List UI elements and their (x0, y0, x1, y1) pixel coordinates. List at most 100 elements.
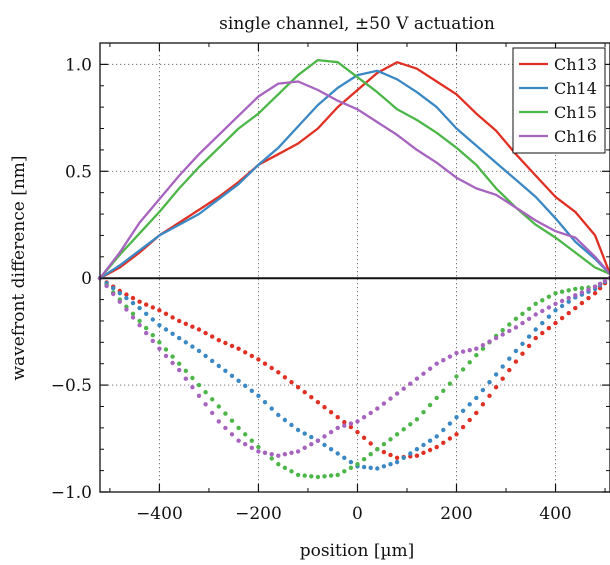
data-point (395, 391, 399, 395)
data-point (507, 368, 511, 372)
data-point (586, 287, 590, 291)
data-point (441, 389, 445, 393)
data-point (553, 321, 557, 325)
data-point (454, 374, 458, 378)
tick-labels: −400 −200 0 200 4001.00.50−0.5−1.0 (51, 55, 572, 524)
legend: Ch13 Ch14 Ch15 Ch16 (513, 48, 605, 153)
data-point (223, 369, 227, 373)
data-point (177, 319, 181, 323)
data-point (164, 354, 168, 358)
data-point (468, 348, 472, 352)
data-point (151, 305, 155, 309)
data-point (309, 395, 313, 399)
data-point (283, 466, 287, 470)
data-point (243, 350, 247, 354)
data-point (598, 282, 602, 286)
data-point (382, 450, 386, 454)
data-point (514, 349, 518, 353)
data-point (190, 376, 194, 380)
data-point (256, 357, 260, 361)
data-point (388, 437, 392, 441)
data-point (250, 446, 254, 450)
data-point (309, 435, 313, 439)
data-point (322, 443, 326, 447)
data-point (283, 375, 287, 379)
data-point (435, 445, 439, 449)
data-point (223, 411, 227, 415)
data-point (520, 321, 524, 325)
data-point (415, 377, 419, 381)
data-point (355, 419, 359, 423)
data-point (382, 401, 386, 405)
data-point (481, 402, 485, 406)
data-point (454, 432, 458, 436)
data-point (349, 466, 353, 470)
y-axis-label: wavefront difference [nm] (9, 155, 29, 380)
data-point (137, 300, 141, 304)
data-point (586, 296, 590, 300)
data-point (276, 454, 280, 458)
data-point (580, 286, 584, 290)
data-point (190, 385, 194, 389)
data-point (501, 377, 505, 381)
data-point (322, 434, 326, 438)
data-point (111, 292, 115, 296)
data-point (468, 360, 472, 364)
data-point (197, 394, 201, 398)
series-dotted-7 (98, 276, 610, 458)
data-point (177, 362, 181, 366)
data-point (514, 317, 518, 321)
data-point (388, 396, 392, 400)
data-point (421, 451, 425, 455)
data-point (553, 291, 557, 295)
data-point (487, 380, 491, 384)
data-point (296, 385, 300, 389)
data-point (256, 445, 260, 449)
data-point (230, 344, 234, 348)
data-point (527, 317, 531, 321)
data-point (137, 323, 141, 327)
data-point (104, 284, 108, 288)
data-point (296, 428, 300, 432)
data-point (236, 379, 240, 383)
data-point (435, 362, 439, 366)
data-point (481, 343, 485, 347)
data-point (223, 341, 227, 345)
data-point (250, 354, 254, 358)
data-point (329, 447, 333, 451)
data-point (170, 332, 174, 336)
data-point (164, 327, 168, 331)
data-point (243, 442, 247, 446)
data-point (369, 411, 373, 415)
data-point (217, 364, 221, 368)
data-point (428, 367, 432, 371)
data-point (461, 367, 465, 371)
data-point (124, 296, 128, 300)
data-point (118, 291, 122, 295)
data-point (303, 431, 307, 435)
y-tick-label: −1.0 (51, 483, 92, 503)
data-point (322, 474, 326, 478)
data-point (336, 451, 340, 455)
data-point (355, 462, 359, 466)
data-point (151, 333, 155, 337)
data-point (316, 475, 320, 479)
y-tick-label: 1.0 (65, 55, 92, 75)
data-point (415, 454, 419, 458)
data-point (388, 453, 392, 457)
data-point (369, 452, 373, 456)
data-point (567, 311, 571, 315)
data-point (157, 347, 161, 351)
data-point (309, 474, 313, 478)
data-point (230, 374, 234, 378)
data-point (501, 328, 505, 332)
data-point (540, 331, 544, 335)
data-point (487, 339, 491, 343)
data-point (342, 469, 346, 473)
y-tick-label: −0.5 (51, 376, 92, 396)
data-point (461, 409, 465, 413)
data-point (217, 404, 221, 408)
data-point (164, 347, 168, 351)
data-point (289, 469, 293, 473)
data-point (184, 369, 188, 373)
